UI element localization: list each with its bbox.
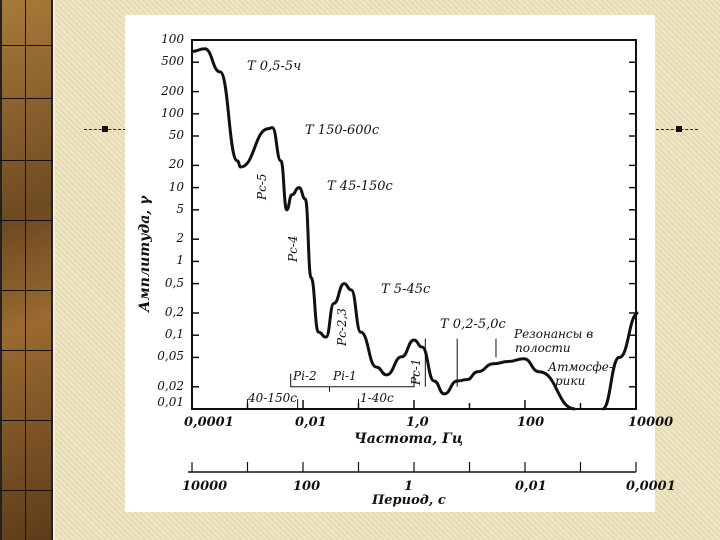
y-tick-label: 100 [161,105,184,120]
y-tick-label: 500 [161,54,184,69]
decorative-sidebar [0,0,55,540]
y-tick-label: 0,5 [164,275,184,290]
slide-marker-right [656,126,698,132]
y-tick-label: 50 [168,128,184,143]
annotation-t1: T 0,5-5ч [247,59,302,74]
annotation-pc4: Pc-4 [286,235,300,262]
x-tick-label: 0,01 [295,415,327,430]
annotation-pc1: Pc-1 [409,358,423,385]
x-tick-label: 1,0 [406,415,429,430]
slide-marker-left [84,126,126,132]
y-axis-label: Амплитуда, γ [137,195,153,312]
y-tick-label: 20 [168,157,184,172]
annotation-pc23: Pc-2,3 [335,308,349,346]
annotation-atmospherics-2: рики [555,374,586,388]
x-tick-label: 10000 [628,415,674,430]
period-tick-label: 1 [404,479,414,494]
series-line-spectrum-high [601,311,640,411]
x-tick-label: 100 [517,415,545,430]
period-axis-label: Период, с [372,493,446,508]
y-tick-label: 0,1 [164,327,184,342]
y-tick-label: 1 [176,253,184,268]
y-tick-label: 200 [161,83,184,98]
period-tick-label: 10000 [182,479,228,494]
annotation-range2: 1-40с [360,391,394,405]
y-tick-label: 100 [161,32,184,46]
period-tick-label: 0,01 [515,479,547,494]
period-tick-label: 100 [293,479,321,494]
y-tick-label: 5 [176,201,184,216]
y-tick-label: 0,05 [157,349,184,364]
y-tick-label: 0,02 [157,378,184,393]
y-tick-label: 10 [168,179,184,194]
x-tick-label: 0,0001 [184,415,234,430]
y-tick-label: 2 [176,231,184,246]
period-tick-label: 0,0001 [626,479,676,494]
annotation-atmospherics-1: Атмосфе- [548,360,613,374]
annotation-t5: T 0,2-5,0с [440,317,506,332]
annotation-pi1: Pi-1 [333,369,357,383]
series-line-spectrum-low [191,47,576,411]
period-range-ticks [247,399,359,409]
annotation-resonance-2: полости [515,341,571,355]
x-axis-label: Частота, Гц [354,431,464,447]
annotation-pi2: Pi-2 [293,369,317,383]
annotation-range1: 40-150с [248,391,297,405]
pi-range-bracket [290,373,415,392]
y-tick-label: 0,01 [157,395,184,409]
annotation-t3: T 45-150с [327,179,393,194]
annotation-resonance-1: Резонансы в [514,327,594,341]
annotation-t2: T 150-600с [305,123,380,138]
chart-panel [125,15,655,512]
band-markers [424,338,497,387]
annotation-pc5: Pc-5 [255,173,269,200]
annotation-t4: T 5-45с [381,282,431,297]
y-tick-label: 0,2 [164,304,184,319]
